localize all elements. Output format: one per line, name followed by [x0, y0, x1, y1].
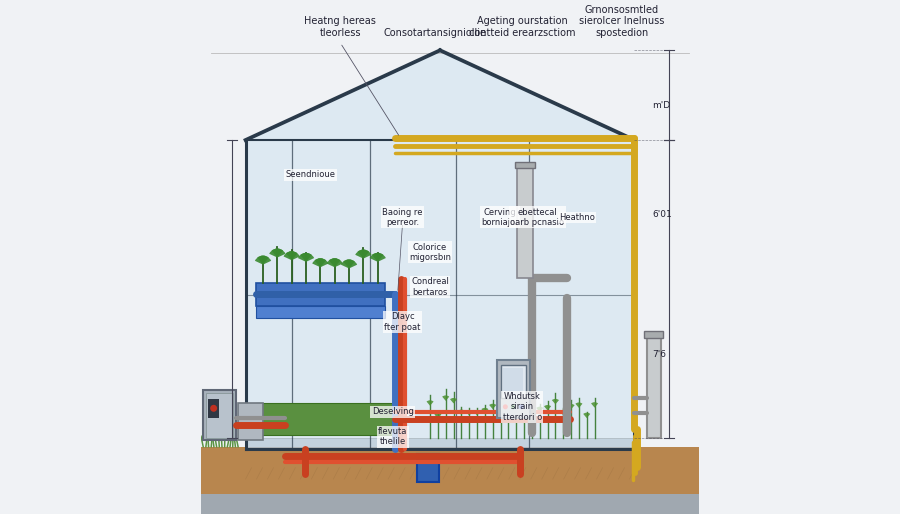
Wedge shape [544, 405, 551, 411]
Wedge shape [341, 260, 351, 268]
Wedge shape [357, 250, 369, 259]
Wedge shape [513, 402, 520, 408]
Wedge shape [458, 410, 465, 415]
Wedge shape [490, 403, 496, 409]
Wedge shape [255, 255, 266, 265]
Wedge shape [465, 410, 472, 416]
Wedge shape [332, 259, 343, 267]
Bar [201, 494, 699, 514]
Wedge shape [575, 402, 582, 408]
Bar [246, 438, 634, 447]
Text: flevuta
thelile: flevuta thelile [378, 427, 408, 447]
Wedge shape [312, 259, 323, 267]
Wedge shape [301, 253, 311, 262]
Wedge shape [583, 413, 590, 418]
Wedge shape [497, 406, 504, 411]
Wedge shape [318, 259, 328, 267]
Wedge shape [290, 251, 300, 260]
Bar [256, 306, 385, 318]
Circle shape [503, 405, 508, 409]
Text: Heatng hereas
tleorless: Heatng hereas tleorless [304, 16, 376, 38]
Wedge shape [552, 399, 559, 405]
Wedge shape [284, 251, 294, 260]
Circle shape [518, 405, 524, 409]
Wedge shape [356, 250, 365, 259]
Text: Dlayc
fter poat: Dlayc fter poat [384, 313, 421, 332]
Wedge shape [269, 249, 280, 258]
Text: m'D: m'D [652, 101, 670, 109]
Wedge shape [275, 249, 285, 258]
Wedge shape [261, 255, 271, 265]
Bar [417, 454, 438, 482]
Wedge shape [435, 413, 441, 418]
Bar [515, 162, 535, 169]
Wedge shape [536, 407, 544, 412]
Wedge shape [427, 400, 434, 406]
Bar [644, 331, 663, 338]
Wedge shape [343, 260, 355, 268]
Text: Grnonsosmtled
sierolcer Inelnuss
spostedion: Grnonsosmtled sierolcer Inelnuss sposted… [580, 5, 665, 38]
Wedge shape [560, 410, 567, 415]
Circle shape [511, 405, 516, 409]
Wedge shape [272, 249, 284, 258]
Bar [517, 169, 533, 278]
Text: ebettecal
oarb pcnasio: ebettecal oarb pcnasio [510, 208, 564, 227]
Bar [208, 399, 219, 418]
Wedge shape [505, 408, 512, 414]
Wedge shape [372, 253, 383, 262]
Wedge shape [328, 259, 340, 267]
Bar [256, 403, 395, 435]
Bar [503, 368, 523, 396]
Text: Colorice
migorsbın: Colorice migorsbın [410, 243, 451, 262]
Wedge shape [450, 398, 457, 403]
Text: 6'01: 6'01 [652, 210, 671, 219]
Wedge shape [286, 251, 298, 260]
Wedge shape [361, 250, 372, 259]
Text: Consotartansigniollie: Consotartansigniollie [383, 28, 487, 38]
Text: Ageting ourstation
contteid erearzsctiom: Ageting ourstation contteid erearzsctiom [469, 16, 575, 38]
Bar [238, 403, 263, 440]
Wedge shape [370, 253, 380, 262]
Bar [201, 447, 699, 494]
Text: Condreal
bertaros: Condreal bertaros [411, 278, 449, 297]
Wedge shape [315, 259, 326, 267]
Wedge shape [375, 253, 386, 262]
Wedge shape [303, 253, 314, 262]
Wedge shape [528, 408, 536, 414]
Wedge shape [257, 255, 269, 265]
Wedge shape [591, 402, 599, 408]
Circle shape [211, 405, 217, 412]
Text: Cerving
borniajıu: Cerving borniajıu [482, 208, 518, 227]
Text: Seendnioue: Seendnioue [285, 171, 336, 179]
Bar [498, 360, 530, 418]
Bar [203, 390, 236, 440]
Text: Heathno: Heathno [559, 213, 595, 222]
Text: Whdutsk
sirain
tterdori o: Whdutsk sirain tterdori o [503, 392, 542, 421]
Wedge shape [346, 260, 357, 268]
Wedge shape [568, 404, 574, 409]
Wedge shape [442, 395, 449, 401]
Wedge shape [327, 259, 337, 267]
Text: Baoing re
perreor.: Baoing re perreor. [382, 208, 423, 227]
Bar [501, 365, 526, 398]
Wedge shape [298, 253, 309, 262]
Wedge shape [473, 410, 481, 416]
Bar [647, 333, 661, 438]
Wedge shape [520, 411, 527, 416]
Bar [256, 283, 385, 306]
Text: 7'6: 7'6 [652, 350, 666, 359]
Polygon shape [246, 50, 634, 449]
Bar [206, 393, 233, 438]
Wedge shape [482, 408, 489, 413]
Text: Deselving: Deselving [372, 407, 414, 416]
